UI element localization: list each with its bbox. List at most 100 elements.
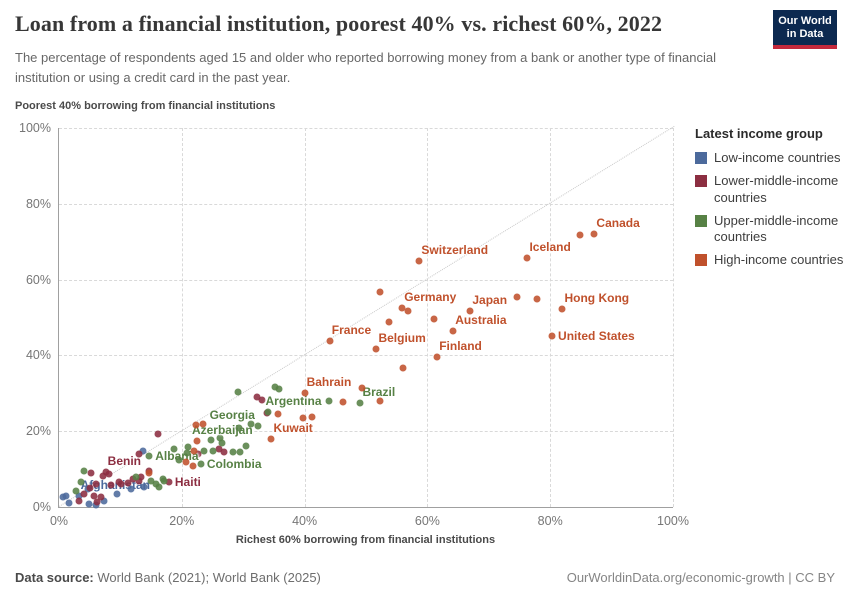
data-point[interactable]	[189, 462, 197, 470]
data-point[interactable]	[154, 430, 162, 438]
data-point[interactable]	[385, 318, 393, 326]
data-point[interactable]	[258, 396, 266, 404]
data-point[interactable]	[399, 364, 407, 372]
data-point-belgium[interactable]	[372, 345, 380, 353]
data-point[interactable]	[62, 492, 70, 500]
data-point-japan[interactable]	[466, 307, 474, 315]
country-label-germany[interactable]: Germany	[404, 290, 457, 305]
data-point[interactable]	[132, 473, 140, 481]
data-point[interactable]	[199, 420, 207, 428]
data-point-finland[interactable]	[433, 353, 441, 361]
data-point[interactable]	[576, 231, 584, 239]
data-point[interactable]	[229, 448, 237, 456]
data-point[interactable]	[155, 483, 163, 491]
data-point[interactable]	[135, 450, 143, 458]
data-point-iceland[interactable]	[523, 254, 531, 262]
legend-item-lower-middle[interactable]: Lower-middle-income countries	[695, 173, 847, 206]
legend-item-high[interactable]: High-income countries	[695, 252, 847, 268]
data-point-united-states[interactable]	[548, 332, 556, 340]
country-label-georgia[interactable]: Georgia	[209, 408, 255, 423]
country-label-japan[interactable]: Japan	[472, 292, 508, 307]
data-point[interactable]	[209, 447, 216, 455]
country-label-canada[interactable]: Canada	[596, 215, 640, 230]
owid-logo[interactable]: Our World in Data	[773, 10, 837, 49]
data-point[interactable]	[139, 447, 147, 455]
country-label-colombia[interactable]: Colombia	[206, 457, 262, 472]
data-point[interactable]	[299, 414, 307, 422]
data-point-albania[interactable]	[145, 452, 153, 460]
data-point[interactable]	[124, 479, 132, 487]
data-point[interactable]	[145, 469, 153, 477]
owid-url-link[interactable]: OurWorldinData.org/economic-growth | CC …	[566, 570, 835, 585]
data-point[interactable]	[194, 450, 202, 458]
data-point[interactable]	[105, 470, 113, 478]
data-point[interactable]	[85, 500, 93, 508]
country-label-belgium[interactable]: Belgium	[378, 330, 426, 345]
data-point[interactable]	[247, 420, 255, 428]
data-point[interactable]	[264, 408, 272, 416]
data-point[interactable]	[86, 484, 94, 492]
data-point[interactable]	[170, 445, 178, 453]
data-point[interactable]	[274, 410, 282, 418]
country-label-finland[interactable]: Finland	[439, 339, 482, 354]
data-point[interactable]	[193, 437, 201, 445]
data-point-canada[interactable]	[590, 230, 598, 238]
country-label-hong-kong[interactable]: Hong Kong	[564, 290, 630, 305]
data-point[interactable]	[93, 498, 101, 506]
data-point[interactable]	[234, 388, 242, 396]
data-point[interactable]	[107, 481, 115, 489]
data-point[interactable]	[533, 295, 541, 303]
country-label-iceland[interactable]: Iceland	[529, 239, 571, 254]
data-point[interactable]	[242, 442, 250, 450]
data-point[interactable]	[404, 307, 412, 315]
data-point-argentina[interactable]	[325, 397, 333, 405]
country-label-france[interactable]: France	[331, 322, 372, 337]
data-point[interactable]	[513, 293, 521, 301]
data-point[interactable]	[92, 480, 100, 488]
data-point[interactable]	[65, 499, 73, 507]
legend-item-low[interactable]: Low-income countries	[695, 150, 847, 166]
country-label-argentina[interactable]: Argentina	[265, 394, 322, 409]
country-label-australia[interactable]: Australia	[455, 313, 507, 328]
data-point[interactable]	[207, 436, 215, 444]
data-point[interactable]	[215, 445, 223, 453]
data-point[interactable]	[117, 480, 125, 488]
data-point[interactable]	[135, 477, 143, 485]
data-point[interactable]	[376, 397, 384, 405]
data-point[interactable]	[430, 315, 438, 323]
data-point[interactable]	[253, 393, 261, 401]
country-label-haiti[interactable]: Haiti	[174, 474, 201, 489]
data-point[interactable]	[376, 288, 383, 296]
country-label-brazil[interactable]: Brazil	[362, 385, 396, 400]
data-point[interactable]	[140, 483, 148, 491]
data-point[interactable]	[183, 449, 191, 457]
data-point[interactable]	[308, 413, 316, 421]
data-point-france[interactable]	[326, 337, 334, 345]
data-point[interactable]	[271, 383, 278, 391]
data-point-australia[interactable]	[449, 327, 457, 335]
data-point[interactable]	[97, 493, 105, 501]
data-point[interactable]	[200, 447, 208, 455]
country-label-kuwait[interactable]: Kuwait	[273, 420, 313, 435]
data-point-azerbaijan[interactable]	[218, 439, 226, 447]
data-point[interactable]	[77, 478, 85, 486]
data-point[interactable]	[216, 434, 224, 442]
data-point[interactable]	[100, 497, 108, 505]
country-label-benin[interactable]: Benin	[107, 453, 141, 468]
data-point-haiti[interactable]	[165, 478, 173, 486]
data-point-switzerland[interactable]	[415, 257, 423, 265]
data-point[interactable]	[137, 473, 145, 481]
data-point-afghanistan[interactable]	[75, 492, 83, 500]
data-point[interactable]	[182, 458, 190, 466]
data-point[interactable]	[192, 421, 200, 429]
data-point-brazil[interactable]	[356, 399, 364, 407]
data-point-germany[interactable]	[398, 304, 406, 312]
data-point[interactable]	[90, 492, 98, 500]
data-point[interactable]	[236, 448, 244, 456]
data-point[interactable]	[339, 398, 347, 406]
data-point-bahrain[interactable]	[301, 389, 309, 397]
legend-item-upper-middle[interactable]: Upper-middle-income countries	[695, 213, 847, 246]
data-point[interactable]	[220, 448, 228, 456]
data-point[interactable]	[80, 490, 88, 498]
country-label-switzerland[interactable]: Switzerland	[421, 242, 489, 257]
